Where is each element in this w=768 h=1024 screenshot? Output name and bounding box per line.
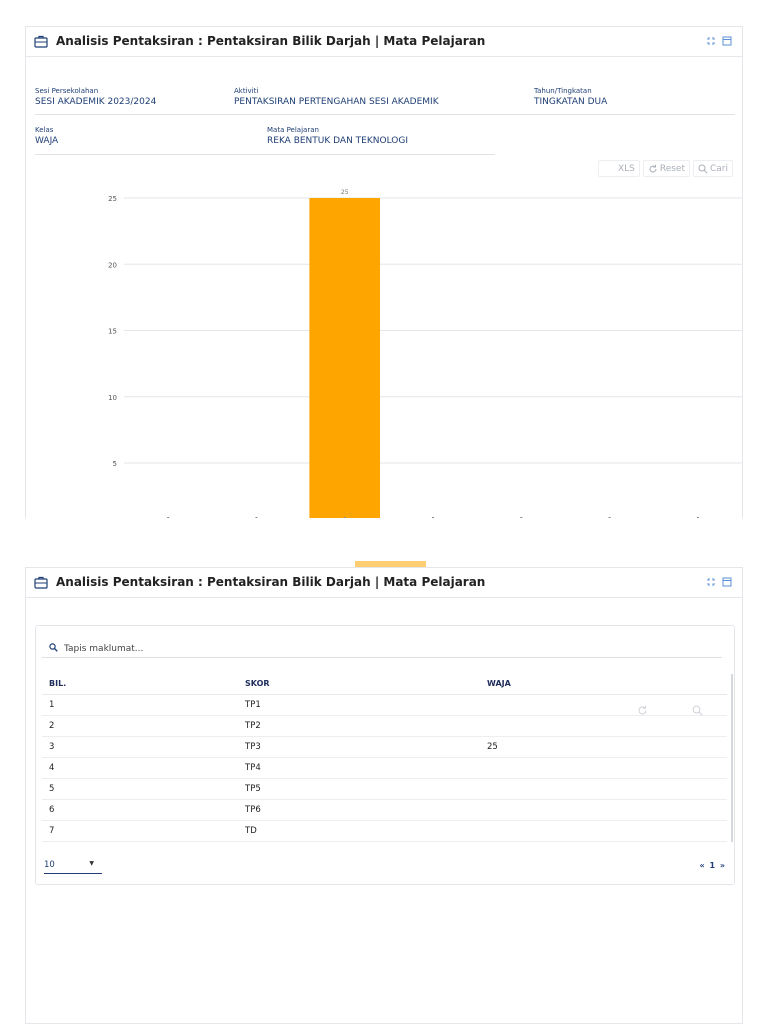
y-tick-label: 5 [113,460,117,468]
mata-pelajaran-field[interactable]: Mata Pelajaran REKA BENTUK DAN TEKNOLOGI [267,126,408,146]
kelas-value: WAJA [35,136,59,146]
refresh-icon [649,164,657,172]
table-filter [42,640,722,658]
cell-skor: TP4 [245,757,487,779]
xls-label: XLS [617,163,635,174]
cell-waja [487,715,727,737]
window-icon[interactable] [722,36,732,46]
search-icon [692,705,703,716]
briefcase-icon [34,35,48,48]
panel-title: Analisis Pentaksiran : Pentaksiran Bilik… [56,575,486,589]
sesi-label: Sesi Persekolahan [35,87,99,95]
analysis-chart-panel: Analisis Pentaksiran : Pentaksiran Bilik… [25,26,743,518]
panel-header: Analisis Pentaksiran : Pentaksiran Bilik… [26,27,742,57]
tahun-value: TINGKATAN DUA [534,97,608,107]
y-tick-label: 25 [108,195,117,203]
table-row: 6 TP6 [42,799,727,821]
y-tick-label: 15 [108,328,117,336]
bar-marker [696,517,699,518]
xls-button[interactable]: XLS [597,160,640,177]
cell-skor: TP1 [245,694,487,716]
cell-bil: 6 [42,799,245,821]
y-tick-label: 10 [108,394,117,402]
mata-pelajaran-value: REKA BENTUK DAN TEKNOLOGI [267,136,408,146]
cari-label: Cari [710,163,728,174]
scroll-remnant [355,561,426,567]
cell-skor: TP5 [245,778,487,800]
bar-marker [520,517,523,518]
table-row: 1 TP1 [42,694,727,716]
reset-label: Reset [659,163,685,174]
data-label: 25 [341,189,349,196]
header-skor[interactable]: SKOR [245,674,487,695]
sesi-field[interactable]: Sesi Persekolahan SESI AKADEMIK 2023/202… [35,87,156,107]
table-row: 3 TP3 25 [42,736,727,758]
bar-tp3[interactable] [309,198,381,518]
header-bil[interactable]: BIL. [42,674,245,695]
cell-waja [487,757,727,779]
window-icon[interactable] [722,577,732,587]
action-buttons: XLS Reset Cari [597,160,733,177]
data-table-popup: BIL. SKOR WAJA 1 TP1 2 TP2 3 T [35,625,735,885]
panel-header: Analisis Pentaksiran : Pentaksiran Bilik… [26,568,742,598]
bar-marker [432,517,434,518]
cell-waja: 25 [487,736,727,758]
cari-button[interactable]: Cari [693,160,733,177]
header-waja[interactable]: WAJA [487,674,727,695]
table-row: 2 TP2 [42,715,727,737]
table-row: 5 TP5 [42,778,727,800]
bar-marker [343,517,346,518]
bar-marker [167,517,170,518]
filter-divider [35,154,495,155]
table-header-row: BIL. SKOR WAJA [42,674,727,695]
aktiviti-label: Aktiviti [234,87,259,95]
page-size-value: 10 [44,860,55,870]
kelas-label: Kelas [35,126,54,134]
cell-bil: 2 [42,715,245,737]
filter-divider [35,114,735,115]
cell-bil: 7 [42,820,245,842]
reset-button[interactable]: Reset [642,160,690,177]
pagination[interactable]: « 1 » [699,861,726,870]
refresh-icon [638,705,647,715]
cell-waja [487,799,727,821]
y-tick-label: 20 [108,261,117,269]
page-size-select[interactable]: 10 ▼ [44,859,102,874]
expand-icon[interactable] [706,577,716,587]
score-table: BIL. SKOR WAJA 1 TP1 2 TP2 3 T [42,674,727,842]
cell-bil: 4 [42,757,245,779]
expand-icon[interactable] [706,36,716,46]
tahun-field[interactable]: Tahun/Tingkatan TINGKATAN DUA [534,87,607,107]
kelas-field[interactable]: Kelas WAJA [35,126,58,146]
aktiviti-value: PENTAKSIRAN PERTENGAHAN SESI AKADEMIK [234,97,439,107]
search-icon [49,643,58,652]
cell-skor: TP6 [245,799,487,821]
briefcase-icon [34,576,48,589]
bar-marker [255,517,258,518]
score-bar-chart: 5 10 15 20 25 25 [108,189,742,518]
caret-down-icon: ▼ [89,860,94,867]
tahun-label: Tahun/Tingkatan [534,87,592,95]
table-row: 4 TP4 [42,757,727,779]
table-filter-input[interactable] [64,641,664,656]
table-scrollbar[interactable] [731,674,733,842]
table-row: 7 TD [42,820,727,842]
cell-skor: TP3 [245,736,487,758]
cell-skor: TP2 [245,715,487,737]
cell-skor: TD [245,820,487,842]
panel-title: Analisis Pentaksiran : Pentaksiran Bilik… [56,34,486,48]
search-icon [698,164,708,173]
cell-waja [487,778,727,800]
cell-bil: 3 [42,736,245,758]
cell-bil: 1 [42,694,245,716]
analysis-table-panel: Analisis Pentaksiran : Pentaksiran Bilik… [25,567,743,1024]
mata-pelajaran-label: Mata Pelajaran [267,126,319,134]
cell-bil: 5 [42,778,245,800]
cell-waja [487,694,727,716]
bar-marker [608,517,611,518]
aktiviti-field[interactable]: Aktiviti PENTAKSIRAN PERTENGAHAN SESI AK… [234,87,439,107]
sesi-value: SESI AKADEMIK 2023/2024 [35,97,157,107]
cell-waja [487,820,727,842]
